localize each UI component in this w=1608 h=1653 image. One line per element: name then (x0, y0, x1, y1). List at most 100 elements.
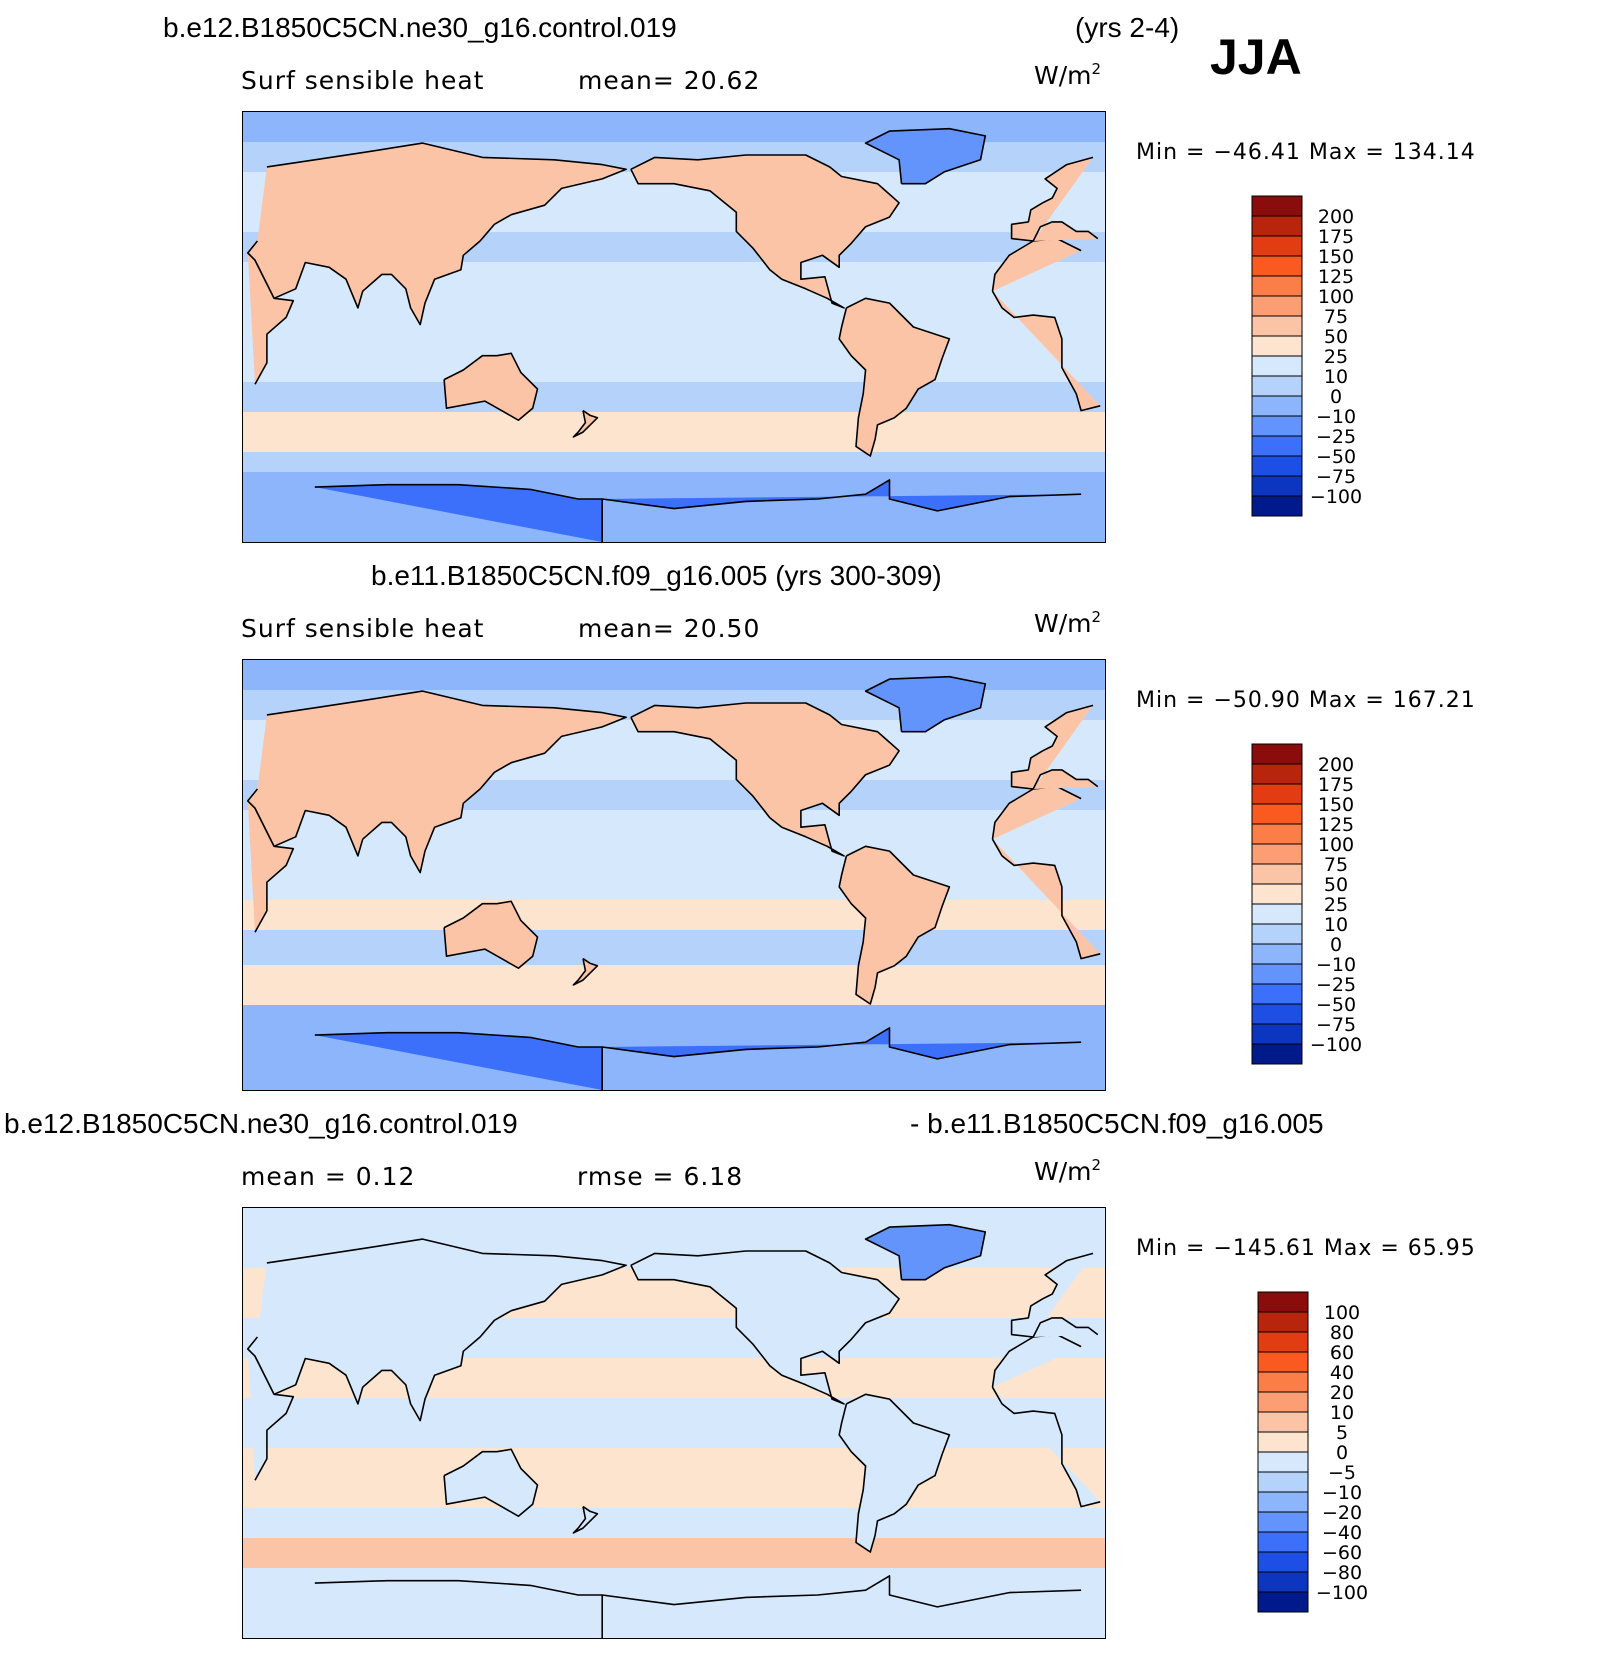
field-band (243, 1398, 1105, 1448)
colorbar-swatch (1257, 1571, 1309, 1593)
colorbar-swatch (1251, 375, 1303, 397)
colorbar-tick-label: −25 (1316, 426, 1356, 448)
coastline-namerica (630, 154, 900, 309)
coastline-australia (443, 352, 539, 421)
panel3-minmax: Min = −145.61 Max = 65.95 (1136, 1236, 1476, 1261)
colorbar-tick-label: −50 (1316, 446, 1356, 468)
coastline-nz (572, 409, 599, 438)
coastline-antarctica (314, 1027, 1082, 1090)
panel2-variable: Surf sensible heat (241, 614, 485, 643)
colorbar-swatch (1251, 435, 1303, 457)
colorbar-tick-label: 200 (1318, 206, 1354, 228)
colorbar-tick-label: 50 (1324, 874, 1348, 896)
season-label: JJA (1210, 29, 1302, 85)
colorbar-swatch (1251, 823, 1303, 845)
coastline-samerica (838, 1393, 951, 1553)
field-band (243, 352, 1105, 382)
colorbar-tick-label: 10 (1330, 1402, 1354, 1424)
colorbar-swatch (1257, 1391, 1309, 1413)
colorbar-swatch (1251, 803, 1303, 825)
colorbar-swatch (1251, 983, 1303, 1005)
colorbar-tick-label: 25 (1324, 894, 1348, 916)
colorbar-tick-label: 75 (1324, 854, 1348, 876)
coastline-samerica (838, 297, 951, 457)
colorbar-tick-label: −5 (1328, 1462, 1356, 1484)
colorbar-swatch (1251, 1043, 1303, 1065)
coastline-eurasia (247, 1238, 1099, 1422)
colorbar-swatch (1257, 1551, 1309, 1573)
panel2-minmax: Min = −50.90 Max = 167.21 (1136, 688, 1476, 713)
colorbar-tick-label: 25 (1324, 346, 1348, 368)
field-band (243, 965, 1105, 1005)
colorbar-tick-label: 10 (1324, 914, 1348, 936)
colorbar-tick-label: 150 (1318, 246, 1354, 268)
coastline-namerica (630, 1250, 900, 1405)
colorbar-tick-label: −10 (1322, 1482, 1362, 1504)
colorbar-tick-label: −60 (1322, 1542, 1362, 1564)
panel1-map (242, 111, 1106, 543)
panel1-years: (yrs 2-4) (1075, 12, 1180, 43)
field-band (243, 1538, 1105, 1568)
colorbar-tick-label: 60 (1330, 1342, 1354, 1364)
colorbar-tick-label: 200 (1318, 754, 1354, 776)
colorbar-tick-label: 0 (1336, 1442, 1348, 1464)
colorbar-tick-label: −25 (1316, 974, 1356, 996)
colorbar-swatch (1251, 943, 1303, 965)
colorbar-swatch (1257, 1291, 1309, 1313)
colorbar-swatch (1251, 315, 1303, 337)
colorbar-tick-label: 75 (1324, 306, 1348, 328)
field-band (243, 452, 1105, 472)
colorbar-swatch (1251, 275, 1303, 297)
colorbar-swatch (1251, 235, 1303, 257)
colorbar-swatch (1251, 863, 1303, 885)
coastline-samerica (838, 845, 951, 1005)
colorbar-tick-label: 0 (1330, 934, 1342, 956)
colorbar-swatch (1251, 883, 1303, 905)
coastline-australia (443, 900, 539, 969)
coastline-antarctica (314, 1575, 1082, 1638)
coastline-nz (572, 957, 599, 986)
panel2-mean: mean= 20.50 (578, 614, 761, 643)
colorbar-tick-label: −20 (1322, 1502, 1362, 1524)
colorbar-tick-label: −40 (1322, 1522, 1362, 1544)
panel3-minus-case: - b.e11.B1850C5CN.f09_g16.005 (910, 1108, 1324, 1139)
colorbar-tick-label: 0 (1330, 386, 1342, 408)
colorbar-swatch (1257, 1331, 1309, 1353)
coastline-australia (443, 1448, 539, 1517)
colorbar-swatch (1257, 1471, 1309, 1493)
colorbar-tick-label: 175 (1318, 774, 1354, 796)
colorbar-swatch (1251, 395, 1303, 417)
colorbar-swatch (1251, 495, 1303, 517)
colorbar-swatch (1257, 1411, 1309, 1433)
panel1-minmax: Min = −46.41 Max = 134.14 (1136, 140, 1476, 165)
colorbar-tick-label: −75 (1316, 466, 1356, 488)
colorbar-swatch (1251, 475, 1303, 497)
colorbar-tick-label: 100 (1324, 1302, 1360, 1324)
colorbar-swatch (1251, 355, 1303, 377)
colorbar-swatch (1251, 1003, 1303, 1025)
colorbar-tick-label: 150 (1318, 794, 1354, 816)
field-band (243, 1005, 1105, 1022)
panel2-map (242, 659, 1106, 1091)
colorbar-swatch (1251, 215, 1303, 237)
field-band (243, 262, 1105, 352)
colorbar-swatch (1251, 763, 1303, 785)
colorbar-tick-label: 40 (1330, 1362, 1354, 1384)
coastline-nz (572, 1505, 599, 1534)
panel3-rmse: rmse = 6.18 (577, 1162, 744, 1191)
colorbar-tick-label: −80 (1322, 1562, 1362, 1584)
panel1-colorbar: 200 175 150 125 100 75 50 25 10 0 −10 −25 −50 −75 −100 (1250, 194, 1410, 534)
colorbar-tick-label: 10 (1324, 366, 1348, 388)
colorbar-swatch (1251, 195, 1303, 217)
panel2-case-title: b.e11.B1850C5CN.f09_g16.005 (yrs 300-309… (371, 560, 942, 591)
panel2-units: W/m2 (1034, 608, 1102, 638)
coastline-greenland (864, 675, 987, 733)
colorbar-swatch (1257, 1351, 1309, 1373)
panel1-case-title: b.e12.B1850C5CN.ne30_g16.control.019 (163, 12, 677, 43)
colorbar-swatch (1257, 1431, 1309, 1453)
colorbar-swatch (1251, 255, 1303, 277)
coastline-eurasia (247, 690, 1099, 874)
colorbar-tick-label: 5 (1336, 1422, 1348, 1444)
colorbar-tick-label: 175 (1318, 226, 1354, 248)
colorbar-tick-label: 100 (1318, 834, 1354, 856)
